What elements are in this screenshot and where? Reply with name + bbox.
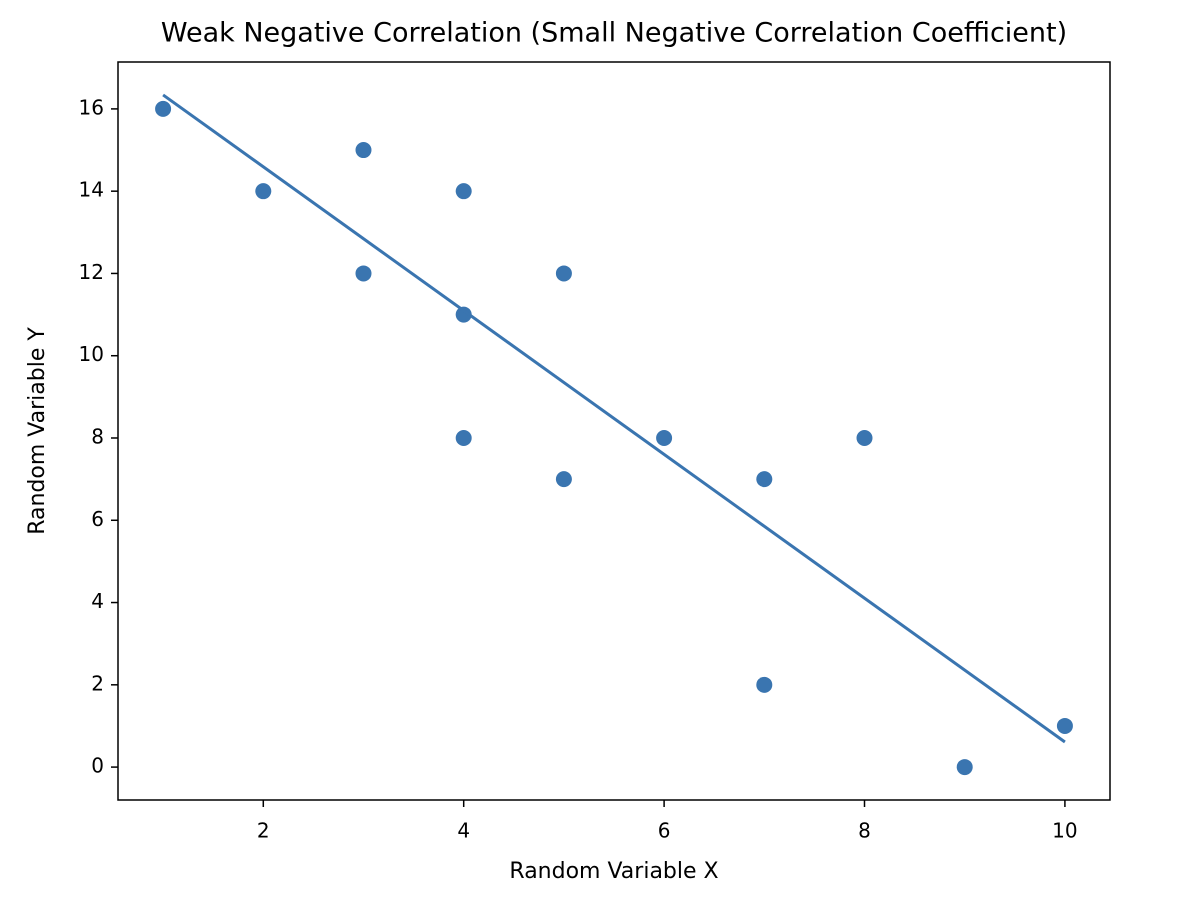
x-tick-label: 2 (257, 819, 270, 843)
chart-title: Weak Negative Correlation (Small Negativ… (161, 18, 1067, 49)
point (956, 759, 973, 776)
point (756, 471, 773, 488)
x-tick-label: 8 (858, 819, 871, 843)
point (155, 100, 172, 117)
point (355, 142, 372, 159)
y-tick-label: 2 (91, 671, 104, 695)
y-tick-label: 10 (79, 342, 104, 366)
point (455, 183, 472, 200)
point (656, 429, 673, 446)
x-tick-label: 6 (658, 819, 671, 843)
point (856, 429, 873, 446)
y-tick-label: 12 (79, 260, 104, 284)
y-tick-label: 4 (91, 589, 104, 613)
trend-line (162, 93, 1066, 744)
y-axis-label: Random Variable Y (25, 327, 50, 535)
point (555, 471, 572, 488)
x-tick-label: 4 (457, 819, 470, 843)
y-tick-label: 6 (91, 507, 104, 531)
y-tick-label: 16 (79, 95, 104, 119)
point (355, 265, 372, 282)
plot-frame (117, 61, 1111, 801)
y-tick-label: 14 (79, 178, 104, 202)
point (1056, 717, 1073, 734)
point (756, 676, 773, 693)
point (255, 183, 272, 200)
point (455, 306, 472, 323)
point (555, 265, 572, 282)
x-tick-label: 10 (1052, 819, 1077, 843)
x-axis-label: Random Variable X (509, 859, 718, 884)
point (455, 429, 472, 446)
y-tick-label: 0 (91, 754, 104, 778)
y-tick-label: 8 (91, 424, 104, 448)
